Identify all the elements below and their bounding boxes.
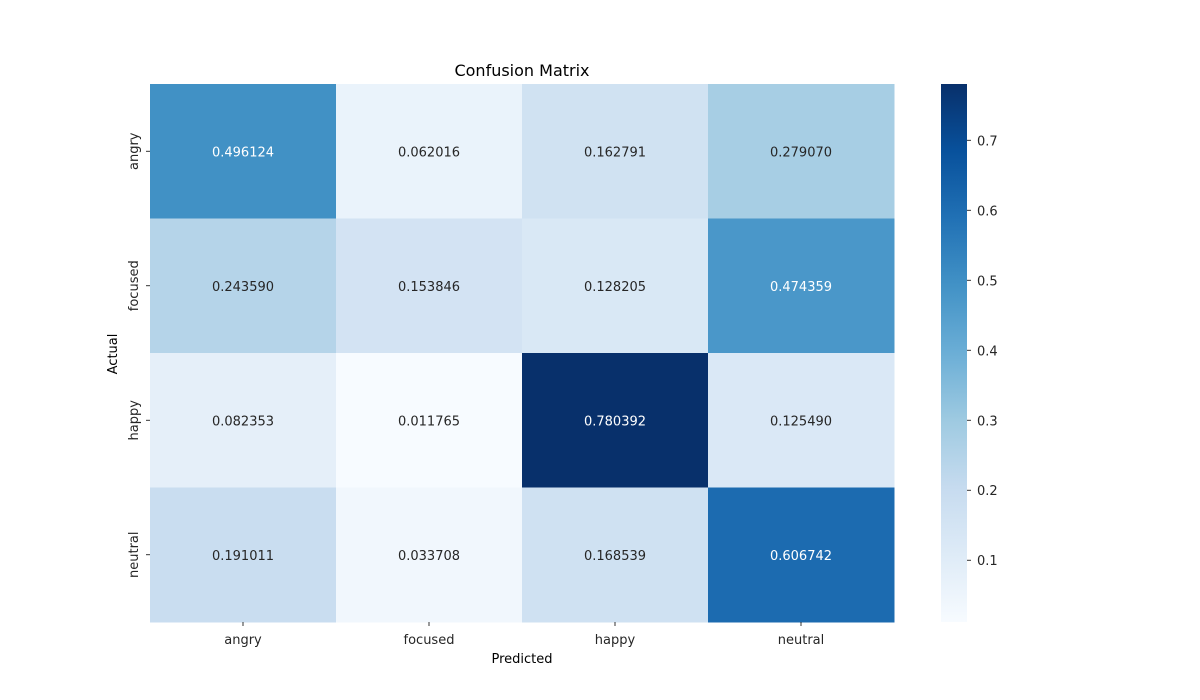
heatmap-cell-neutral-angry [150,487,337,623]
cell-value-label: 0.162791 [584,145,646,160]
heatmap-cells: 0.496124 0.062016 0.162791 0.279070 0.243590… [150,84,895,623]
colorbar: 0.1 0.2 0.3 0.4 0.5 0.6 0.7 [941,84,998,622]
colorbar-ticks: 0.1 0.2 0.3 0.4 0.5 0.6 0.7 [967,134,998,569]
heatmap-cell-happy-happy [522,353,709,488]
heatmap-cell-angry-happy [522,84,709,219]
x-tick-label-focused: focused [404,633,455,648]
cell-value-label: 0.168539 [584,549,646,564]
cell-value-label: 0.082353 [212,414,274,429]
colorbar-tick-label: 0.5 [977,274,998,289]
heatmap-cell-neutral-focused [336,487,523,623]
cell-value-label: 0.062016 [398,145,460,160]
cell-value-label: 0.474359 [770,280,832,295]
heatmap-cell-neutral-happy [522,487,709,623]
cell-value-label: 0.496124 [212,145,274,160]
cell-value-label: 0.606742 [770,549,832,564]
heatmap-cell-happy-focused [336,353,523,488]
colorbar-gradient [941,84,967,622]
cell-value-label: 0.153846 [398,280,460,295]
cell-value-label: 0.011765 [398,414,460,429]
cell-value-label: 0.780392 [584,414,646,429]
x-tick-label-angry: angry [224,633,262,648]
x-axis-ticks: angry focused happy neutral [224,622,824,648]
y-tick-label-focused: focused [127,260,142,311]
cell-value-label: 0.033708 [398,549,460,564]
chart-title: Confusion Matrix [454,61,589,80]
heatmap-cell-angry-neutral [708,84,895,219]
heatmap-cell-focused-happy [522,218,709,354]
cell-value-label: 0.191011 [212,549,274,564]
colorbar-tick-label: 0.6 [977,204,998,219]
cell-value-label: 0.279070 [770,145,832,160]
heatmap-cell-focused-angry [150,218,337,354]
heatmap-cell-angry-angry [150,84,337,219]
x-tick-label-neutral: neutral [778,633,825,648]
y-tick-label-neutral: neutral [127,532,142,579]
y-axis-label: Actual [106,334,121,375]
heatmap-cell-happy-neutral [708,353,895,488]
colorbar-tick-label: 0.2 [977,484,998,499]
heatmap-cell-happy-angry [150,353,337,488]
cell-value-label: 0.128205 [584,280,646,295]
colorbar-tick-label: 0.3 [977,414,998,429]
heatmap-cell-angry-focused [336,84,523,219]
y-tick-label-happy: happy [127,400,142,441]
colorbar-tick-label: 0.1 [977,554,998,569]
heatmap-cell-neutral-neutral [708,487,895,623]
colorbar-tick-label: 0.4 [977,344,998,359]
x-axis-label: Predicted [491,652,552,667]
colorbar-tick-label: 0.7 [977,134,998,149]
heatmap-cell-focused-focused [336,218,523,354]
x-tick-label-happy: happy [595,633,636,648]
cell-value-label: 0.125490 [770,414,832,429]
y-axis-ticks: angry focused happy neutral [127,132,150,578]
heatmap-cell-focused-neutral [708,218,895,354]
y-tick-label-angry: angry [127,132,142,170]
cell-value-label: 0.243590 [212,280,274,295]
